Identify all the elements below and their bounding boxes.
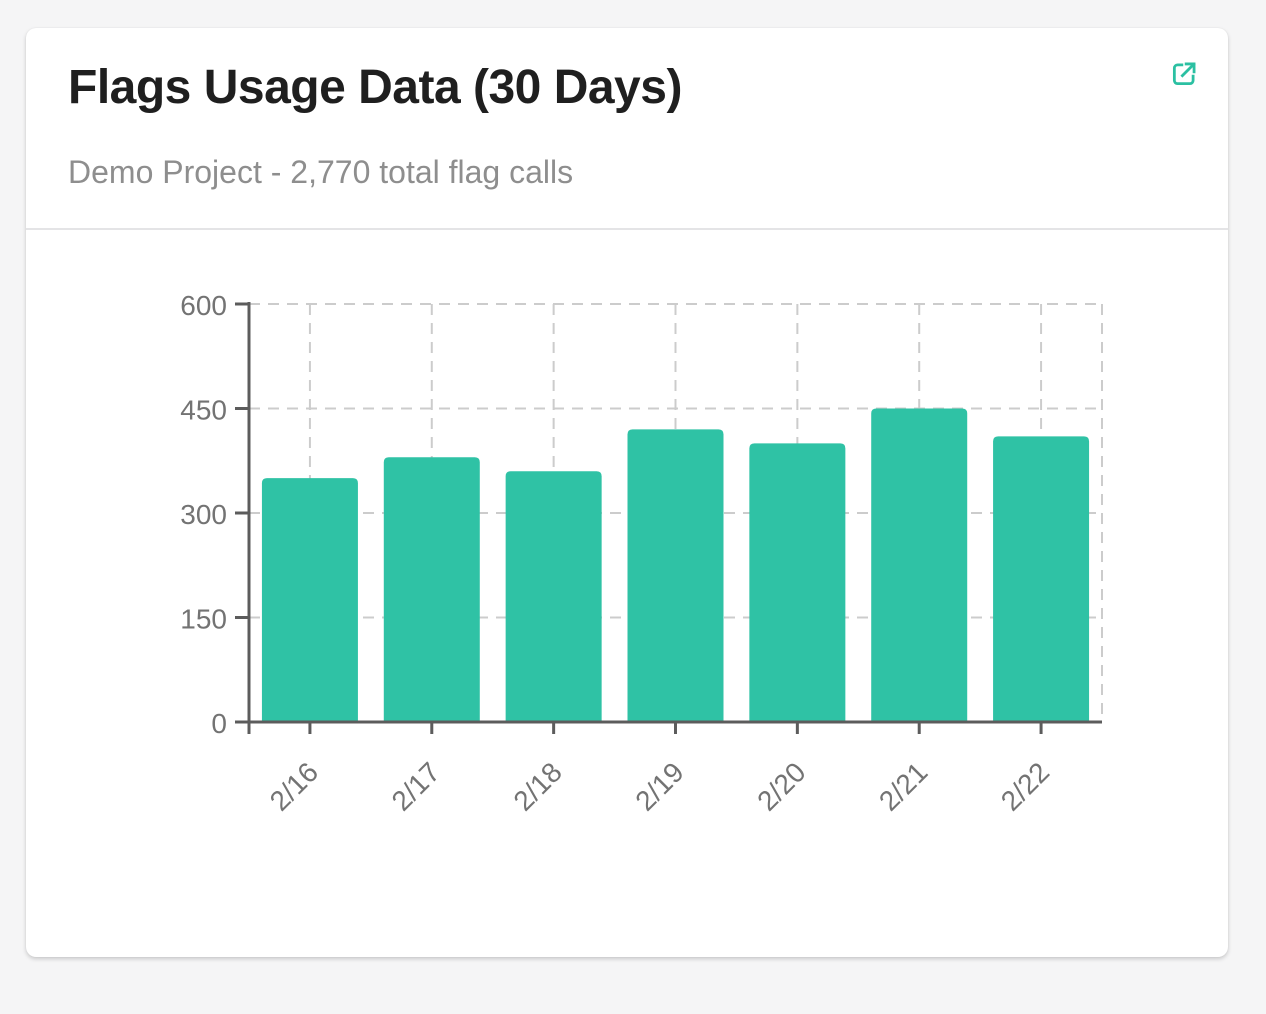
x-tick-label: 2/17 — [386, 756, 446, 816]
bar-2/18[interactable] — [505, 471, 602, 722]
x-tick-label: 2/20 — [751, 756, 811, 816]
open-external-button[interactable] — [1162, 52, 1206, 96]
y-tick-label: 0 — [211, 708, 227, 739]
y-tick-label: 150 — [180, 604, 227, 635]
x-tick-label: 2/22 — [995, 756, 1055, 816]
bar-2/20[interactable] — [749, 443, 846, 722]
y-tick-label: 600 — [180, 290, 227, 321]
external-link-icon — [1169, 59, 1199, 89]
header-divider — [26, 228, 1228, 230]
x-tick-label: 2/21 — [873, 756, 933, 816]
card-title: Flags Usage Data (30 Days) — [68, 61, 682, 114]
card-header: Flags Usage Data (30 Days) Demo Project … — [26, 28, 1228, 228]
bar-2/22[interactable] — [993, 436, 1090, 722]
x-tick-label: 2/18 — [507, 756, 567, 816]
bar-2/21[interactable] — [871, 408, 968, 723]
card-subtitle: Demo Project - 2,770 total flag calls — [68, 154, 574, 190]
x-tick-label: 2/16 — [264, 756, 324, 816]
y-tick-label: 450 — [180, 395, 227, 426]
flags-usage-bar-chart: 0 150 300 450 600 2/16 2/17 2/18 2/19 2/20 2/21 2/2… — [180, 290, 1103, 817]
chart-region: 0 150 300 450 600 2/16 2/17 2/18 2/19 2/20 2/21 2/2… — [26, 230, 1228, 957]
bar-2/16[interactable] — [261, 478, 358, 722]
flags-usage-card: Flags Usage Data (30 Days) Demo Project … — [26, 28, 1228, 957]
bar-2/19[interactable] — [627, 429, 724, 722]
x-tick-label: 2/19 — [629, 756, 689, 816]
y-tick-label: 300 — [180, 499, 227, 530]
bar-2/17[interactable] — [383, 457, 480, 722]
